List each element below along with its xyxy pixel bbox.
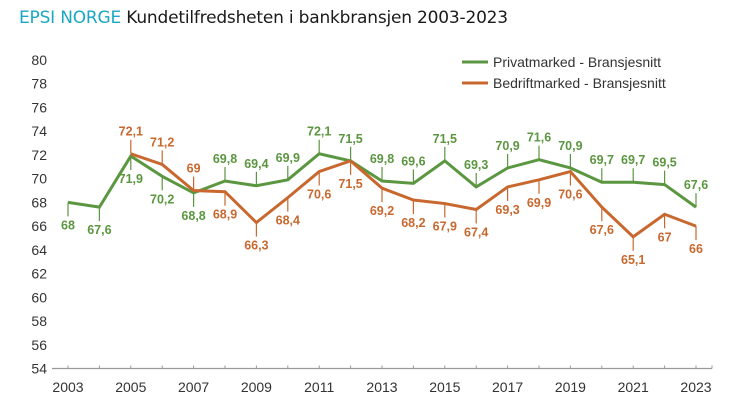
x-tick-label: 2015 [429, 379, 460, 395]
data-label: 71,5 [338, 132, 362, 146]
data-label: 68,9 [213, 208, 237, 222]
data-label: 66 [689, 242, 703, 256]
data-label: 69,3 [495, 203, 519, 217]
y-tick-label: 80 [31, 52, 47, 68]
data-label: 72,1 [307, 125, 331, 139]
data-label: 69,9 [527, 196, 551, 210]
data-label: 70,6 [307, 188, 331, 202]
y-tick-label: 66 [31, 218, 47, 234]
data-label: 71,5 [338, 177, 362, 191]
y-tick-label: 68 [31, 194, 47, 210]
x-tick-label: 2019 [555, 379, 586, 395]
data-label: 69,9 [276, 151, 300, 165]
legend: Privatmarked - Bransjesnitt Bedriftmarked… [462, 54, 666, 91]
data-label: 69,7 [590, 153, 614, 167]
data-label: 69,7 [621, 153, 645, 167]
data-label: 69,4 [244, 157, 268, 171]
x-tick-label: 2009 [241, 379, 272, 395]
y-tick-label: 58 [31, 313, 47, 329]
data-label: 68,2 [401, 216, 425, 230]
data-label: 69,6 [401, 154, 425, 168]
x-tick-label: 2011 [304, 379, 334, 395]
data-label: 69,3 [464, 158, 488, 172]
y-axis: 80 78 76 74 72 70 68 66 64 62 60 58 56 54 [31, 52, 47, 377]
title-text: Kundetilfredsheten i bankbransjen 2003-2… [126, 8, 508, 28]
y-tick-label: 60 [31, 289, 47, 305]
data-label: 68,4 [276, 214, 300, 228]
data-label: 69,5 [652, 156, 676, 170]
data-label: 71,2 [150, 135, 174, 149]
data-label: 71,5 [433, 132, 457, 146]
legend-label: Privatmarked - Bransjesnitt [493, 54, 661, 70]
chart-title: EPSI NORGE Kundetilfredsheten i bankbran… [19, 8, 508, 28]
y-tick-label: 64 [31, 242, 47, 258]
x-tick-label: 2013 [366, 379, 397, 395]
y-tick-label: 70 [31, 171, 47, 187]
data-label: 69,8 [370, 152, 394, 166]
y-tick-label: 72 [31, 147, 47, 163]
data-label: 67,6 [590, 223, 614, 237]
x-axis: 2003 2005 2007 2009 2011 2013 2015 2017 2019 2021… [52, 365, 713, 395]
data-label: 71,9 [119, 172, 143, 186]
y-tick-label: 56 [31, 337, 47, 353]
data-label: 71,6 [527, 131, 551, 145]
data-label: 70,9 [558, 139, 582, 153]
x-tick-label: 2021 [618, 379, 649, 395]
data-label: 72,1 [119, 125, 143, 139]
data-label: 67,6 [684, 178, 708, 192]
y-tick-label: 54 [31, 361, 47, 377]
x-tick-label: 2005 [115, 379, 146, 395]
brand-name: EPSI NORGE [19, 8, 122, 28]
y-tick-label: 76 [31, 99, 47, 115]
data-label: 67,4 [464, 226, 488, 240]
data-label: 70,2 [150, 192, 174, 206]
data-label: 69 [187, 162, 201, 176]
data-labels-layer: 68 67,6 71,9 70,2 68,8 69,8 69,4 69,9 72,1 71,5 69… [61, 125, 708, 267]
x-tick-label: 2017 [492, 379, 523, 395]
data-label: 68,8 [181, 209, 205, 223]
x-tick-label: 2023 [680, 379, 711, 395]
legend-label: Bedriftmarked - Bransjesnitt [493, 75, 666, 91]
data-label: 67,9 [433, 220, 457, 234]
x-tick-label: 2003 [52, 379, 83, 395]
data-label: 69,8 [213, 152, 237, 166]
data-label: 70,9 [495, 139, 519, 153]
y-tick-label: 62 [31, 266, 47, 282]
y-tick-label: 74 [31, 123, 47, 139]
data-label: 69,2 [370, 204, 394, 218]
data-label: 67,6 [87, 223, 111, 237]
data-label: 66,3 [244, 239, 268, 253]
x-tick-label: 2007 [178, 379, 209, 395]
data-label: 67 [658, 230, 672, 244]
data-label: 70,6 [558, 188, 582, 202]
data-label: 65,1 [621, 253, 645, 267]
y-tick-label: 78 [31, 76, 47, 92]
data-label: 68 [61, 218, 75, 232]
